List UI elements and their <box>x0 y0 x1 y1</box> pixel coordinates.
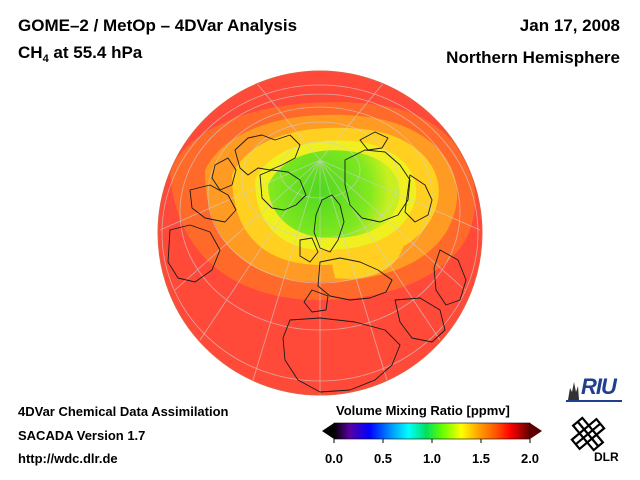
colorbar-ramp <box>333 422 531 440</box>
dlr-logo-text: DLR <box>594 450 619 464</box>
graticule <box>159 74 481 395</box>
field-green-core <box>268 150 400 238</box>
coast-iberia <box>303 289 329 313</box>
species-name: CH <box>18 43 43 62</box>
field-yellow-tongue <box>330 240 405 279</box>
colorbar-tick-label: 0.5 <box>373 451 393 466</box>
dlr-logo <box>570 416 606 452</box>
plot-title: GOME–2 / MetOp – 4DVar Analysis <box>18 16 298 35</box>
coast-arctic-canada <box>234 134 301 176</box>
coast-siberia <box>344 149 411 223</box>
colorbar-tick-label: 1.0 <box>422 451 442 466</box>
riu-logo-text: RIU <box>581 374 617 399</box>
coast-scandinavia <box>313 194 345 253</box>
colorbar-tick-label: 1.5 <box>471 451 491 466</box>
coast-north-america <box>167 224 221 283</box>
coast-baffin <box>211 157 237 191</box>
coast-asia <box>433 249 467 306</box>
field-layer <box>158 71 482 395</box>
coast-east-siberia <box>404 174 433 223</box>
riu-logo-mark <box>568 382 579 400</box>
colorbar-under-arrow <box>322 423 334 439</box>
colorbar-title: Volume Mixing Ratio [ppmv] <box>336 403 510 418</box>
colorbar <box>322 422 542 443</box>
coast-novaya-zemlya <box>359 131 389 151</box>
riu-logo <box>566 382 622 402</box>
colorbar-tick-marks <box>333 439 531 443</box>
footer-version: SACADA Version 1.7 <box>18 428 146 443</box>
species-subscript: 4 <box>42 53 49 65</box>
plot-subtitle: CH4 at 55.4 hPa <box>18 43 143 65</box>
coast-greenland <box>259 169 307 211</box>
colorbar-tick-label: 0.0 <box>324 451 344 466</box>
coastlines <box>167 131 467 393</box>
globe-outline <box>157 70 483 396</box>
coast-arabia <box>394 297 446 343</box>
footer-system: 4DVar Chemical Data Assimilation <box>18 404 229 419</box>
coast-europe <box>317 257 393 301</box>
date-label: Jan 17, 2008 <box>519 16 620 35</box>
colorbar-over-arrow <box>530 423 542 439</box>
coast-africa <box>282 317 401 393</box>
colorbar-tick-label: 2.0 <box>520 451 540 466</box>
footer-url[interactable]: http://wdc.dlr.de <box>18 451 118 466</box>
coast-british-isles <box>299 237 319 263</box>
region-label: Northern Hemisphere <box>446 48 620 67</box>
coast-hudson <box>189 184 237 223</box>
pressure-level: at 55.4 hPa <box>53 43 143 62</box>
